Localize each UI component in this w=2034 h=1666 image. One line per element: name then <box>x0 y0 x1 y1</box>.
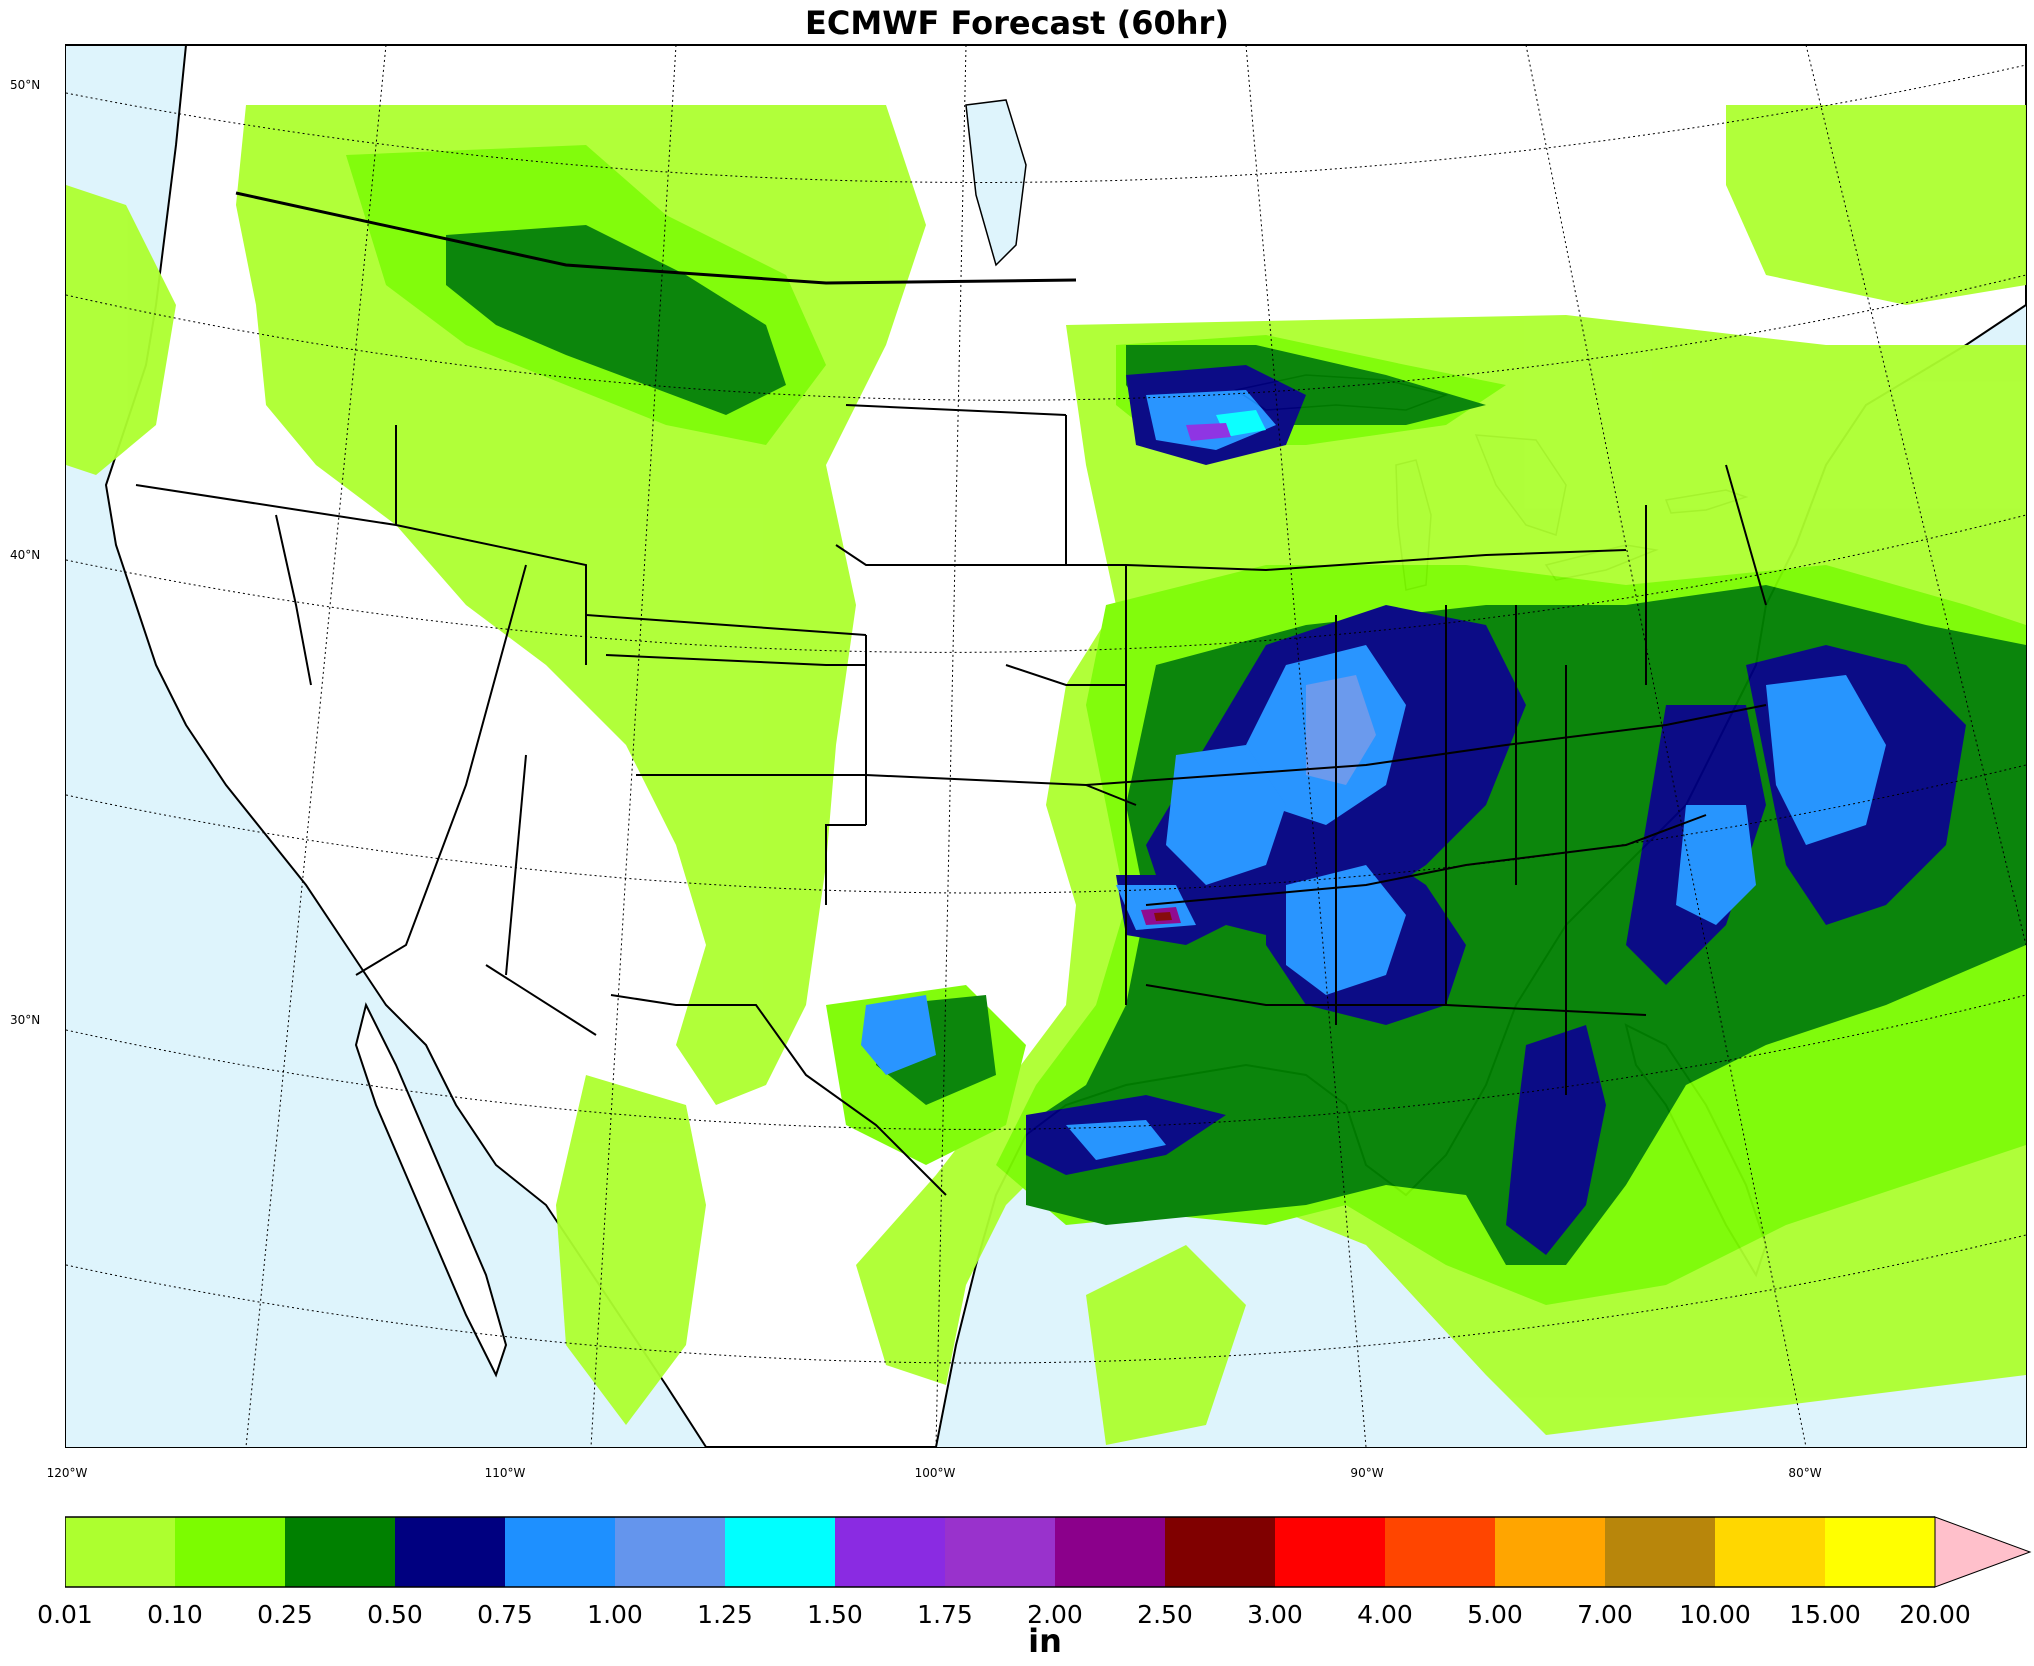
colorbar-extend-arrow <box>1934 1516 2032 1588</box>
colorbar-units-label: in <box>1028 1622 1062 1660</box>
colorbar-tick-label: 4.00 <box>1357 1600 1413 1629</box>
colorbar-segment <box>1165 1517 1275 1587</box>
colorbar-tick-label: 1.75 <box>917 1600 973 1629</box>
colorbar-segment <box>835 1517 945 1587</box>
precip-colorbar <box>65 1516 2032 1588</box>
colorbar-segment <box>1275 1517 1385 1587</box>
colorbar-segment <box>1055 1517 1165 1587</box>
colorbar-segment <box>175 1517 285 1587</box>
colorbar-tick-label: 2.50 <box>1137 1600 1193 1629</box>
colorbar-segment <box>1605 1517 1715 1587</box>
longitude-label-90w: 90°W <box>1350 1466 1384 1480</box>
colorbar-tick-label: 0.10 <box>147 1600 203 1629</box>
colorbar-tick-label: 1.50 <box>807 1600 863 1629</box>
colorbar-tick-label: 0.25 <box>257 1600 313 1629</box>
colorbar-tick-label: 2.00 <box>1027 1600 1083 1629</box>
colorbar-tick-label: 3.00 <box>1247 1600 1303 1629</box>
longitude-label-110w: 110°W <box>484 1466 526 1480</box>
colorbar-tick-label: 7.00 <box>1577 1600 1633 1629</box>
colorbar-segment <box>725 1517 835 1587</box>
colorbar-tick-label: 0.75 <box>477 1600 533 1629</box>
colorbar-segment <box>1715 1517 1825 1587</box>
latitude-label-30n: 30°N <box>10 1013 41 1027</box>
colorbar-tick-label: 1.00 <box>587 1600 643 1629</box>
colorbar-segment <box>395 1517 505 1587</box>
colorbar-segment <box>285 1517 395 1587</box>
colorbar-segment <box>615 1517 725 1587</box>
longitude-label-100w: 100°W <box>914 1466 956 1480</box>
graticule <box>66 45 2026 1447</box>
colorbar-tick-label: 1.25 <box>697 1600 753 1629</box>
longitude-label-80w: 80°W <box>1788 1466 1822 1480</box>
precipitation-map <box>65 44 2027 1448</box>
colorbar-tick-label: 20.00 <box>1899 1600 1971 1629</box>
precip-field <box>66 105 2026 1445</box>
latitude-label-40n: 40°N <box>10 548 41 562</box>
colorbar-segment <box>505 1517 615 1587</box>
colorbar-tick-label: 0.50 <box>367 1600 423 1629</box>
colorbar-segment <box>1825 1517 1935 1587</box>
colorbar-segment <box>1495 1517 1605 1587</box>
state-borders <box>135 191 1767 1196</box>
colorbar-segment <box>945 1517 1055 1587</box>
chart-title: ECMWF Forecast (60hr) <box>805 4 1229 42</box>
colorbar-segment <box>1385 1517 1495 1587</box>
colorbar-segment <box>65 1517 175 1587</box>
baja-peninsula <box>354 1002 508 1378</box>
colorbar-tick-label: 5.00 <box>1467 1600 1523 1629</box>
colorbar-tick-label: 10.00 <box>1679 1600 1751 1629</box>
colorbar-tick-label: 0.01 <box>37 1600 93 1629</box>
latitude-label-50n: 50°N <box>10 78 41 92</box>
map-canvas <box>66 45 2026 1447</box>
colorbar-outline <box>65 1516 1935 1588</box>
longitude-label-120w: 120°W <box>46 1466 88 1480</box>
colorbar-tick-label: 15.00 <box>1789 1600 1861 1629</box>
